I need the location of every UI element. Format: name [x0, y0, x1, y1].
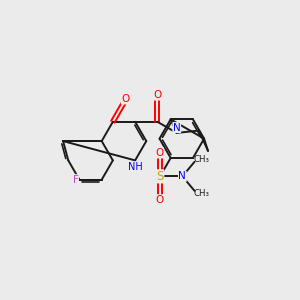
Text: CH₃: CH₃: [193, 155, 209, 164]
Text: S: S: [156, 170, 164, 183]
Text: O: O: [155, 148, 164, 158]
Text: N: N: [178, 171, 186, 181]
Text: O: O: [155, 195, 164, 205]
Text: CH₃: CH₃: [193, 189, 209, 198]
Text: O: O: [122, 94, 130, 104]
Text: NH: NH: [128, 162, 142, 172]
Text: F: F: [73, 175, 78, 185]
Text: O: O: [153, 90, 162, 100]
Text: N: N: [173, 123, 181, 133]
